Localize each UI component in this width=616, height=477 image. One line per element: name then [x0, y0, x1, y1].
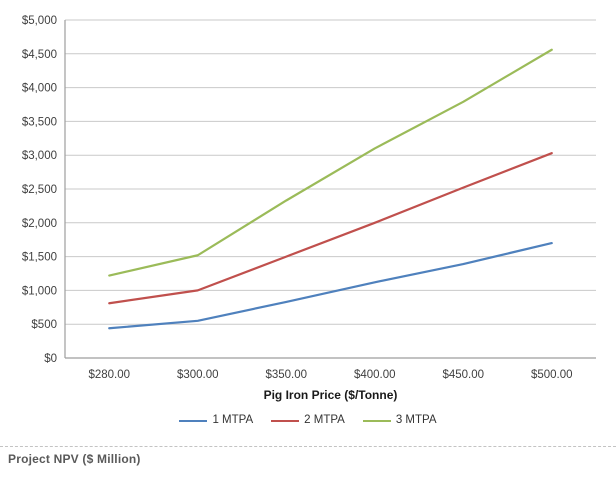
y-tick-label: $3,000: [22, 150, 57, 162]
legend-item-3-mtpa: 3 MTPA: [362, 414, 437, 427]
x-tick-label: $300.00: [177, 369, 219, 381]
x-tick-label: $400.00: [354, 369, 396, 381]
x-tick-label: $280.00: [88, 369, 130, 381]
series-line-3-mtpa: [108, 48, 553, 277]
x-tick-label: $450.00: [442, 369, 484, 381]
y-tick-label: $3,500: [22, 116, 57, 128]
x-axis-title: Pig Iron Price ($/Tonne): [264, 388, 398, 402]
npv-sensitivity-chart: $0 $500 $1,000 $1,500 $2,000 $2,500 $3,000 $3,5…: [0, 15, 616, 427]
y-tick-label: $2,500: [22, 184, 57, 196]
legend-line-swatch: [362, 419, 391, 422]
y-tick-label: $4,000: [22, 83, 57, 95]
divider-line: [0, 446, 616, 447]
y-tick-label: $2,000: [22, 218, 57, 230]
legend-label: 3 MTPA: [395, 414, 437, 426]
y-tick-label: $1,000: [22, 285, 57, 297]
y-tick-label: $4,500: [22, 49, 57, 61]
chart-caption: Project NPV ($ Million): [8, 452, 141, 466]
legend-item-1-mtpa: 1 MTPA: [179, 414, 254, 427]
plot-area: $0 $500 $1,000 $1,500 $2,000 $2,500 $3,000 $3,5…: [22, 15, 596, 402]
x-tick-label: $500.00: [531, 369, 573, 381]
legend-item-2-mtpa: 2 MTPA: [271, 414, 345, 427]
y-tick-label: $500: [31, 319, 57, 331]
legend-line-swatch: [179, 419, 208, 422]
series-line-1-mtpa: [108, 241, 553, 330]
y-tick-label: $5,000: [22, 15, 57, 27]
legend-line-swatch: [271, 419, 300, 422]
series-line-2-mtpa: [108, 152, 553, 305]
legend-label: 2 MTPA: [304, 414, 345, 426]
x-tick-label: $350.00: [265, 369, 307, 381]
legend-label: 1 MTPA: [212, 414, 254, 426]
y-tick-label: $1,500: [22, 252, 57, 264]
chart-legend: 1 MTPA 2 MTPA 3 MTPA: [0, 414, 616, 427]
y-tick-label: $0: [44, 353, 57, 365]
